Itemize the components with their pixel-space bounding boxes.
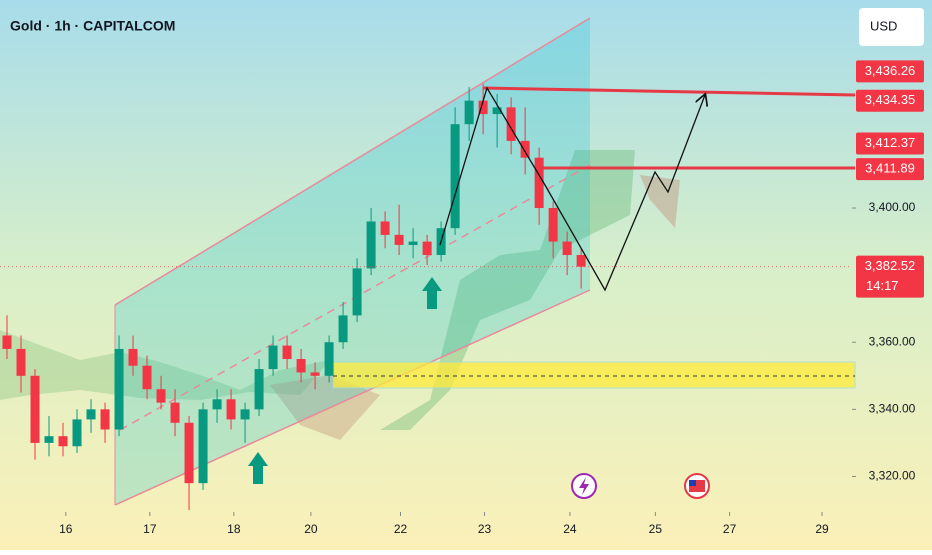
candle-body — [310, 372, 320, 376]
up-arrow — [248, 452, 268, 484]
candle-body — [478, 100, 488, 115]
candle-body — [2, 335, 12, 349]
price-label: 3,434.35 — [865, 92, 916, 107]
price-label-box — [856, 255, 924, 298]
candle-body — [422, 241, 432, 255]
channel-bottom — [114, 289, 591, 506]
candle-body — [240, 409, 250, 420]
x-tick-label: 23 — [478, 522, 492, 536]
candle-body — [408, 241, 418, 245]
candle-body — [492, 107, 502, 115]
x-tick-label: 24 — [563, 522, 577, 536]
candle-body — [212, 399, 222, 410]
candle-body — [338, 315, 348, 343]
price-label: 3,436.26 — [865, 63, 916, 78]
y-tick-label: 3,340.00 — [869, 402, 916, 416]
candle-body — [30, 375, 40, 443]
candle-body — [506, 107, 516, 141]
candle-body — [142, 365, 152, 390]
candle-body — [72, 419, 82, 447]
candle-body — [324, 342, 334, 376]
y-tick-label: 3,400.00 — [869, 200, 916, 214]
price-label-box — [856, 158, 924, 181]
y-tick-label: 3,320.00 — [869, 469, 916, 483]
x-tick-label: 17 — [143, 522, 157, 536]
candle-body — [156, 389, 166, 403]
candle-body — [576, 255, 586, 267]
candle-body — [16, 348, 26, 376]
x-tick-label: 16 — [59, 522, 73, 536]
candle-body — [170, 402, 180, 423]
countdown: 14:17 — [866, 278, 899, 293]
resistance-line — [482, 86, 856, 97]
candle-body — [128, 348, 138, 366]
candle-body — [380, 221, 390, 235]
currency-button[interactable] — [859, 8, 924, 46]
cloud — [0, 330, 330, 400]
chart-title: Gold · 1h · CAPITALCOM — [10, 18, 175, 34]
candle-body — [114, 348, 124, 430]
candle-body — [548, 208, 558, 242]
candle-body — [562, 241, 572, 255]
candles — [2, 83, 586, 510]
price-label-box — [856, 89, 924, 112]
price-label: 3,411.89 — [865, 161, 915, 176]
candle-body — [254, 369, 264, 410]
candle-body — [352, 268, 362, 316]
projection-path — [439, 86, 705, 292]
candle-body — [268, 345, 278, 370]
candle-body — [198, 409, 208, 484]
x-tick-label: 27 — [723, 522, 737, 536]
candle-body — [394, 234, 404, 245]
x-tick-label: 18 — [227, 522, 241, 536]
candle-body — [226, 399, 236, 420]
candle-body — [366, 221, 376, 269]
candle-body — [44, 436, 54, 443]
candle-body — [58, 436, 68, 447]
candle-body — [100, 409, 110, 430]
candle-body — [464, 100, 474, 125]
candle-body — [282, 345, 292, 360]
candle-body — [534, 157, 544, 209]
channel-top — [114, 17, 591, 306]
cloud — [270, 375, 380, 440]
x-tick-label: 20 — [304, 522, 318, 536]
candle-body — [520, 140, 530, 158]
support-zone — [332, 361, 856, 389]
candle-body — [296, 359, 306, 373]
event-icon-bolt — [579, 477, 589, 495]
up-arrow — [422, 277, 442, 309]
x-tick-label: 22 — [394, 522, 408, 536]
x-tick-label: 25 — [649, 522, 663, 536]
price-label-box — [856, 132, 924, 155]
candle-body — [184, 422, 194, 484]
price-label: 3,382.52 — [865, 258, 916, 273]
cloud — [380, 150, 635, 430]
y-tick-label: 3,360.00 — [869, 334, 916, 348]
candle-body — [450, 124, 460, 229]
x-tick-label: 29 — [815, 522, 829, 536]
price-label-box — [856, 60, 924, 83]
price-label: 3,412.37 — [865, 135, 916, 150]
candle-body — [86, 409, 96, 420]
flag-canton — [689, 480, 696, 486]
currency-label: USD — [870, 18, 897, 33]
